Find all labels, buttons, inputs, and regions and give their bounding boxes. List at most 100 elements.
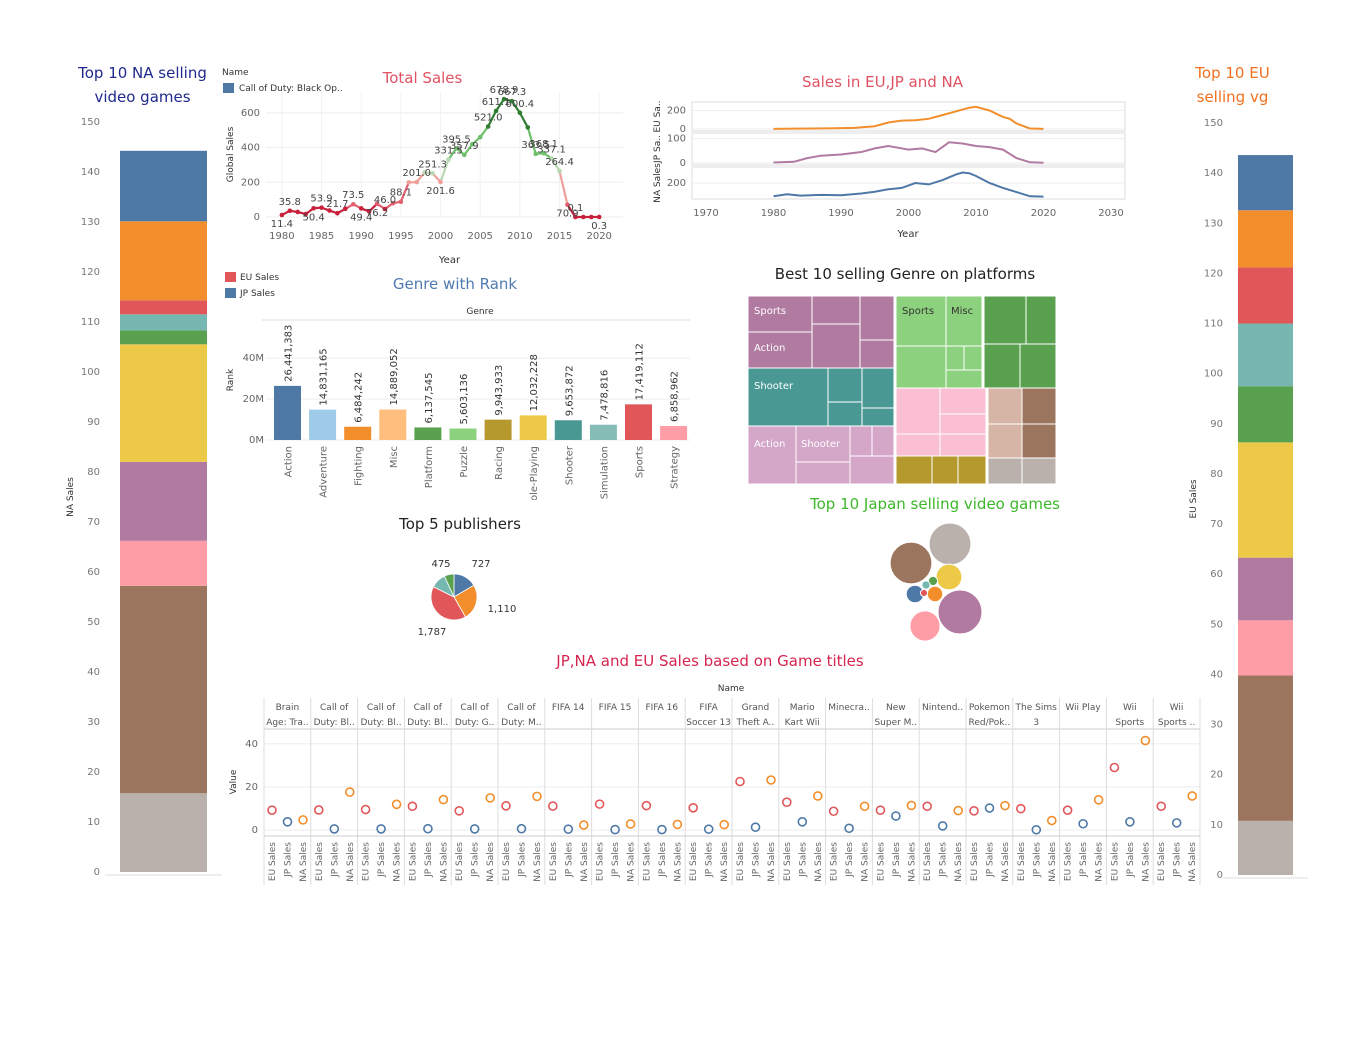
data-point	[525, 125, 531, 130]
line-segment	[399, 181, 410, 203]
sales-point	[423, 823, 433, 834]
measure-tick-label: EU Sales	[1017, 842, 1027, 881]
sales-point	[501, 801, 511, 811]
game-name-label: Super M..	[874, 718, 917, 728]
measure-tick-label: JP Sales	[564, 842, 574, 878]
y-tick-label: 20	[87, 767, 100, 778]
genre-bar	[554, 420, 582, 440]
y-tick-label: 400	[241, 143, 260, 154]
x-tick-label: Puzzle	[459, 446, 470, 478]
y-tick-label: 200	[241, 177, 260, 188]
bar-value-label: 14,889,052	[389, 348, 400, 405]
x-tick-label: 2020	[586, 231, 611, 242]
treemap-label: Misc	[951, 306, 973, 317]
treemap-tile	[983, 343, 1021, 389]
game-name-label: Duty: Bl..	[314, 718, 355, 728]
y-tick-label: 200	[667, 105, 686, 116]
treemap-tile	[1025, 296, 1057, 345]
treemap-tile	[987, 387, 1023, 425]
y-tick-label: 40	[1210, 669, 1223, 680]
x-tick-label: Platform	[424, 446, 435, 488]
sales-point	[1046, 815, 1057, 826]
sales-point	[563, 824, 574, 834]
sales-point	[750, 822, 761, 832]
treemap-tile	[957, 455, 987, 485]
total-sales-chart: Name Call of Duty: Black Op.. 0 200 400 600 19…	[222, 68, 623, 266]
measure-tick-label: NA Sales	[1141, 842, 1151, 882]
sales-point	[969, 806, 979, 816]
measure-tick-label: NA Sales	[627, 842, 637, 882]
x-tick-label: Sports	[635, 446, 646, 478]
game-name-label: Call of	[460, 703, 489, 713]
sales-point	[812, 791, 823, 801]
genre-rank-title: Genre with Rank	[392, 275, 518, 293]
japan-title: Top 10 Japan selling video games	[810, 495, 1060, 513]
stack-segment	[120, 540, 207, 586]
bar-value-label: 6,484,242	[354, 372, 365, 423]
eu-stack-chart: 0 10 20 30 40 50 60 70 80 90 100 110 120 130 140 150 EU …	[1189, 118, 1308, 881]
data-label: 678.9	[490, 85, 519, 96]
genre-bar	[414, 427, 442, 440]
sales-point	[859, 801, 870, 812]
measure-tick-label: NA Sales	[814, 842, 824, 882]
y-tick-label: 50	[1210, 619, 1223, 630]
data-point	[454, 146, 459, 151]
sales-point	[314, 805, 324, 815]
sales-point	[672, 819, 683, 830]
y-tick-label: 140	[1204, 168, 1223, 179]
region-sales-title: Sales in EU,JP and NA	[801, 73, 964, 91]
data-point	[477, 134, 483, 140]
treemap-label: Sports	[754, 306, 786, 317]
measure-tick-label: JP Sales	[471, 842, 481, 878]
data-label: 521.0	[474, 113, 503, 124]
data-label: 35.8	[279, 197, 301, 208]
treemap-tile	[939, 387, 987, 415]
measure-tick-label: JP Sales	[798, 842, 808, 878]
pie-label: 1,110	[488, 604, 517, 615]
japan-bubble	[909, 610, 941, 642]
measure-tick-label: EU Sales	[970, 842, 980, 881]
treemap-tile	[861, 367, 895, 409]
measure-tick-label: JP Sales	[845, 842, 855, 878]
sales-point	[797, 817, 808, 827]
stack-segment	[1238, 386, 1293, 443]
treemap-tile	[827, 401, 863, 427]
y-tick-label: 130	[81, 217, 100, 228]
game-name-label: Call of	[414, 703, 443, 713]
data-label: 368.1	[529, 139, 558, 150]
y-tick-label: 0	[1217, 870, 1223, 881]
line-segment	[518, 112, 529, 128]
measure-tick-label: EU Sales	[596, 842, 606, 881]
game-name-label: Brain	[276, 703, 300, 713]
measure-tick-label: NA Sales	[486, 842, 496, 882]
treemap-label: Shooter	[754, 381, 794, 392]
treemap-tile	[945, 369, 983, 389]
x-tick-label: Misc	[389, 446, 400, 468]
data-point	[279, 212, 285, 218]
measure-tick-label: JP Sales	[611, 842, 621, 878]
na-stack-title: Top 10 NA selling video games	[60, 61, 225, 109]
pie-slice	[443, 573, 455, 598]
data-label: 331.5	[434, 145, 463, 156]
bar-value-label: 14,831,165	[319, 348, 330, 405]
legend-swatch	[223, 83, 234, 93]
sales-point	[1125, 817, 1135, 827]
treemap-title: Best 10 selling Genre on platforms	[774, 265, 1036, 283]
data-label: 357.9	[450, 141, 479, 152]
panel-label: JP Sa..	[653, 135, 663, 164]
data-point	[406, 180, 412, 185]
panel-label: EU Sa..	[653, 100, 663, 132]
measure-tick-label: EU Sales	[736, 842, 746, 881]
x-tick-label: 2005	[467, 231, 492, 242]
measure-tick-label: NA Sales	[767, 842, 777, 882]
y-tick-label: 90	[1210, 419, 1223, 430]
measure-tick-label: EU Sales	[783, 842, 793, 881]
treemap-tile	[849, 425, 873, 457]
game-name-label: FIFA 14	[552, 703, 585, 713]
sales-point	[875, 805, 886, 815]
measure-tick-label: NA Sales	[1095, 842, 1105, 882]
sales-point	[407, 801, 418, 812]
sales-point	[1093, 795, 1104, 805]
sales-point	[594, 799, 605, 809]
x-tick-label: Adventure	[319, 446, 330, 498]
